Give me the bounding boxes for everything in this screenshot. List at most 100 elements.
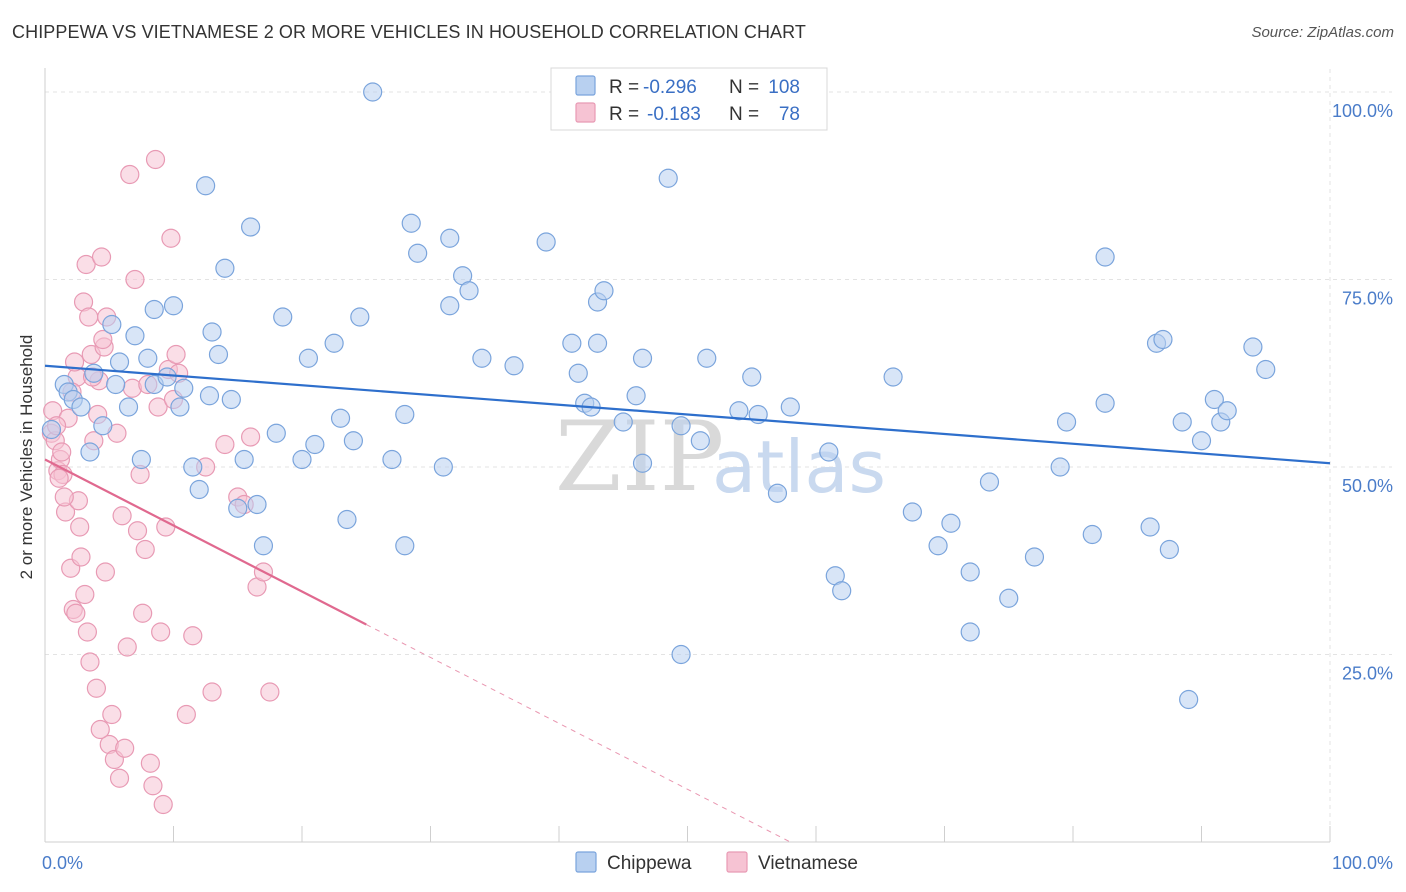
chippewa-point: [106, 374, 126, 395]
vietnamese-point: [91, 247, 112, 267]
chippewa-point: [504, 356, 524, 376]
chippewa-point: [93, 416, 113, 436]
legend-r-value-chippewa: -0.296: [643, 77, 697, 98]
legend-r-label-vietnamese: R =: [609, 104, 639, 125]
vietnamese-point: [76, 254, 96, 275]
chippewa-point: [626, 386, 646, 406]
chippewa-point: [196, 176, 216, 196]
chippewa-point: [1050, 457, 1070, 477]
vietnamese-point: [117, 637, 137, 657]
chippewa-point: [131, 449, 151, 470]
chippewa-point: [183, 457, 203, 477]
series-legend-swatch-chippewa: [575, 851, 597, 873]
chippewa-point: [305, 434, 325, 455]
vietnamese-point: [140, 753, 160, 773]
chippewa-point: [80, 442, 100, 462]
chippewa-trend-line: [44, 364, 1331, 465]
vietnamese-point: [75, 584, 95, 605]
chippewa-point: [1159, 539, 1179, 560]
chippewa-point: [395, 404, 415, 425]
chippewa-point: [273, 307, 293, 327]
chippewa-point: [1056, 412, 1077, 432]
chippewa-point: [729, 401, 749, 421]
chippewa-point: [742, 367, 762, 387]
chippewa-point: [1024, 547, 1045, 567]
chippewa-point: [632, 453, 653, 473]
vietnamese-point: [143, 776, 163, 796]
vietnamese-point: [115, 738, 135, 758]
vietnamese-point: [49, 468, 69, 488]
chippewa-point: [228, 498, 248, 518]
vietnamese-point: [125, 269, 145, 290]
chippewa-point: [71, 397, 91, 417]
chippewa-point: [1243, 337, 1263, 357]
vietnamese-point: [109, 768, 130, 788]
chippewa-point: [1095, 393, 1115, 413]
vietnamese-point: [93, 329, 113, 350]
chippewa-point: [330, 408, 351, 428]
chippewa-point: [472, 348, 492, 368]
chippewa-point: [690, 431, 710, 451]
chippewa-point: [960, 562, 980, 582]
chippewa-point: [138, 348, 158, 368]
vietnamese-points: [41, 149, 280, 815]
chippewa-point: [395, 536, 415, 556]
chippewa-point: [440, 296, 460, 316]
chippewa-point: [292, 449, 312, 470]
y-axis-label: 2 or more Vehicles in Household: [17, 335, 36, 580]
chippewa-point: [819, 442, 839, 462]
chippewa-point: [208, 344, 229, 365]
y-tick-label: 50.0%: [1342, 476, 1393, 496]
chippewa-point: [671, 416, 691, 436]
stats-legend: R = -0.296 N = 108 R = -0.183 N = 78: [550, 67, 828, 131]
vietnamese-point: [102, 704, 122, 725]
chippewa-point: [84, 363, 104, 383]
chippewa-point: [234, 449, 254, 470]
vietnamese-point: [145, 149, 166, 170]
chart-source: Source: ZipAtlas.com: [1251, 24, 1394, 41]
chippewa-point: [221, 389, 241, 410]
chippewa-point: [671, 644, 691, 665]
legend-swatch-chippewa: [575, 75, 596, 96]
watermark-atlas: atlas: [712, 425, 886, 509]
chippewa-point: [587, 333, 608, 353]
vietnamese-point: [148, 397, 168, 417]
chippewa-point: [979, 472, 1000, 492]
vietnamese-point: [215, 434, 235, 455]
vietnamese-point: [153, 794, 173, 815]
chippewa-point: [144, 299, 164, 320]
x-tick-label-max: 100.0%: [1332, 853, 1393, 873]
chippewa-point: [174, 378, 194, 398]
legend-n-value-vietnamese: 78: [779, 104, 800, 125]
vietnamese-point: [79, 307, 99, 327]
chippewa-point: [408, 243, 428, 263]
legend-r-label-chippewa: R =: [609, 77, 639, 98]
chippewa-point: [382, 449, 402, 470]
chippewa-points: [41, 82, 1276, 710]
chippewa-point: [118, 397, 139, 417]
chippewa-point: [440, 228, 460, 248]
y-tick-label: 25.0%: [1342, 664, 1393, 684]
chippewa-point: [562, 333, 582, 353]
chippewa-point: [125, 326, 145, 346]
vietnamese-point: [54, 487, 74, 507]
series-legend-label-chippewa: Chippewa: [607, 853, 692, 874]
vietnamese-point: [95, 562, 115, 582]
chippewa-point: [157, 367, 177, 387]
chippewa-point: [102, 314, 122, 335]
series-legend-swatch-vietnamese: [726, 851, 748, 873]
y-tick-label: 100.0%: [1332, 101, 1393, 121]
chippewa-point: [594, 281, 614, 301]
chippewa-point: [298, 348, 319, 368]
chippewa-point: [902, 502, 922, 522]
chippewa-point: [1095, 247, 1115, 267]
vietnamese-point: [64, 352, 85, 372]
chippewa-point: [247, 494, 267, 515]
vietnamese-point: [166, 344, 186, 365]
vietnamese-point: [176, 704, 196, 725]
chippewa-point: [163, 296, 184, 316]
chippewa-point: [241, 217, 261, 237]
vietnamese-point: [241, 427, 261, 447]
chippewa-point: [343, 431, 363, 451]
